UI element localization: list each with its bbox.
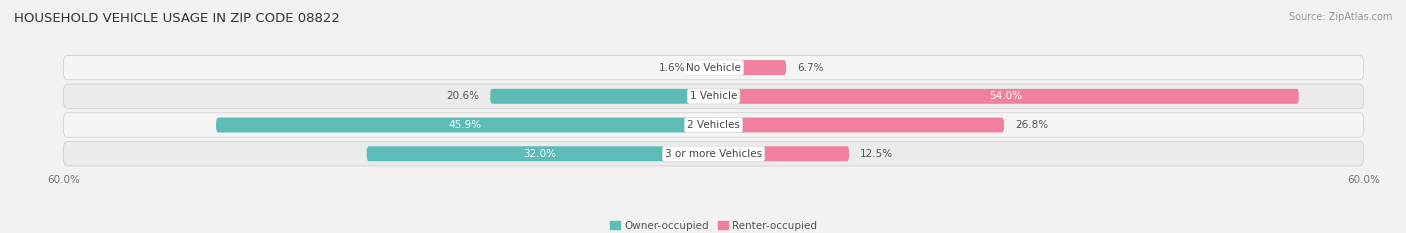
FancyBboxPatch shape [63,113,1364,137]
FancyBboxPatch shape [713,60,786,75]
FancyBboxPatch shape [63,55,1364,80]
FancyBboxPatch shape [63,141,1364,166]
Text: 20.6%: 20.6% [447,91,479,101]
Text: 2 Vehicles: 2 Vehicles [688,120,740,130]
FancyBboxPatch shape [713,118,1004,133]
FancyBboxPatch shape [367,146,713,161]
Text: HOUSEHOLD VEHICLE USAGE IN ZIP CODE 08822: HOUSEHOLD VEHICLE USAGE IN ZIP CODE 0882… [14,12,340,25]
Text: 32.0%: 32.0% [523,149,557,159]
FancyBboxPatch shape [713,146,849,161]
FancyBboxPatch shape [491,89,713,104]
FancyBboxPatch shape [217,118,713,133]
Text: Source: ZipAtlas.com: Source: ZipAtlas.com [1288,12,1392,22]
Text: 1 Vehicle: 1 Vehicle [690,91,737,101]
Text: 3 or more Vehicles: 3 or more Vehicles [665,149,762,159]
Text: 1.6%: 1.6% [659,63,685,73]
FancyBboxPatch shape [713,89,1299,104]
Text: 6.7%: 6.7% [797,63,824,73]
Legend: Owner-occupied, Renter-occupied: Owner-occupied, Renter-occupied [606,217,821,233]
Text: 45.9%: 45.9% [449,120,481,130]
FancyBboxPatch shape [696,60,713,75]
Text: 26.8%: 26.8% [1015,120,1047,130]
Text: 54.0%: 54.0% [990,91,1022,101]
FancyBboxPatch shape [63,84,1364,109]
Text: No Vehicle: No Vehicle [686,63,741,73]
Text: 12.5%: 12.5% [860,149,893,159]
